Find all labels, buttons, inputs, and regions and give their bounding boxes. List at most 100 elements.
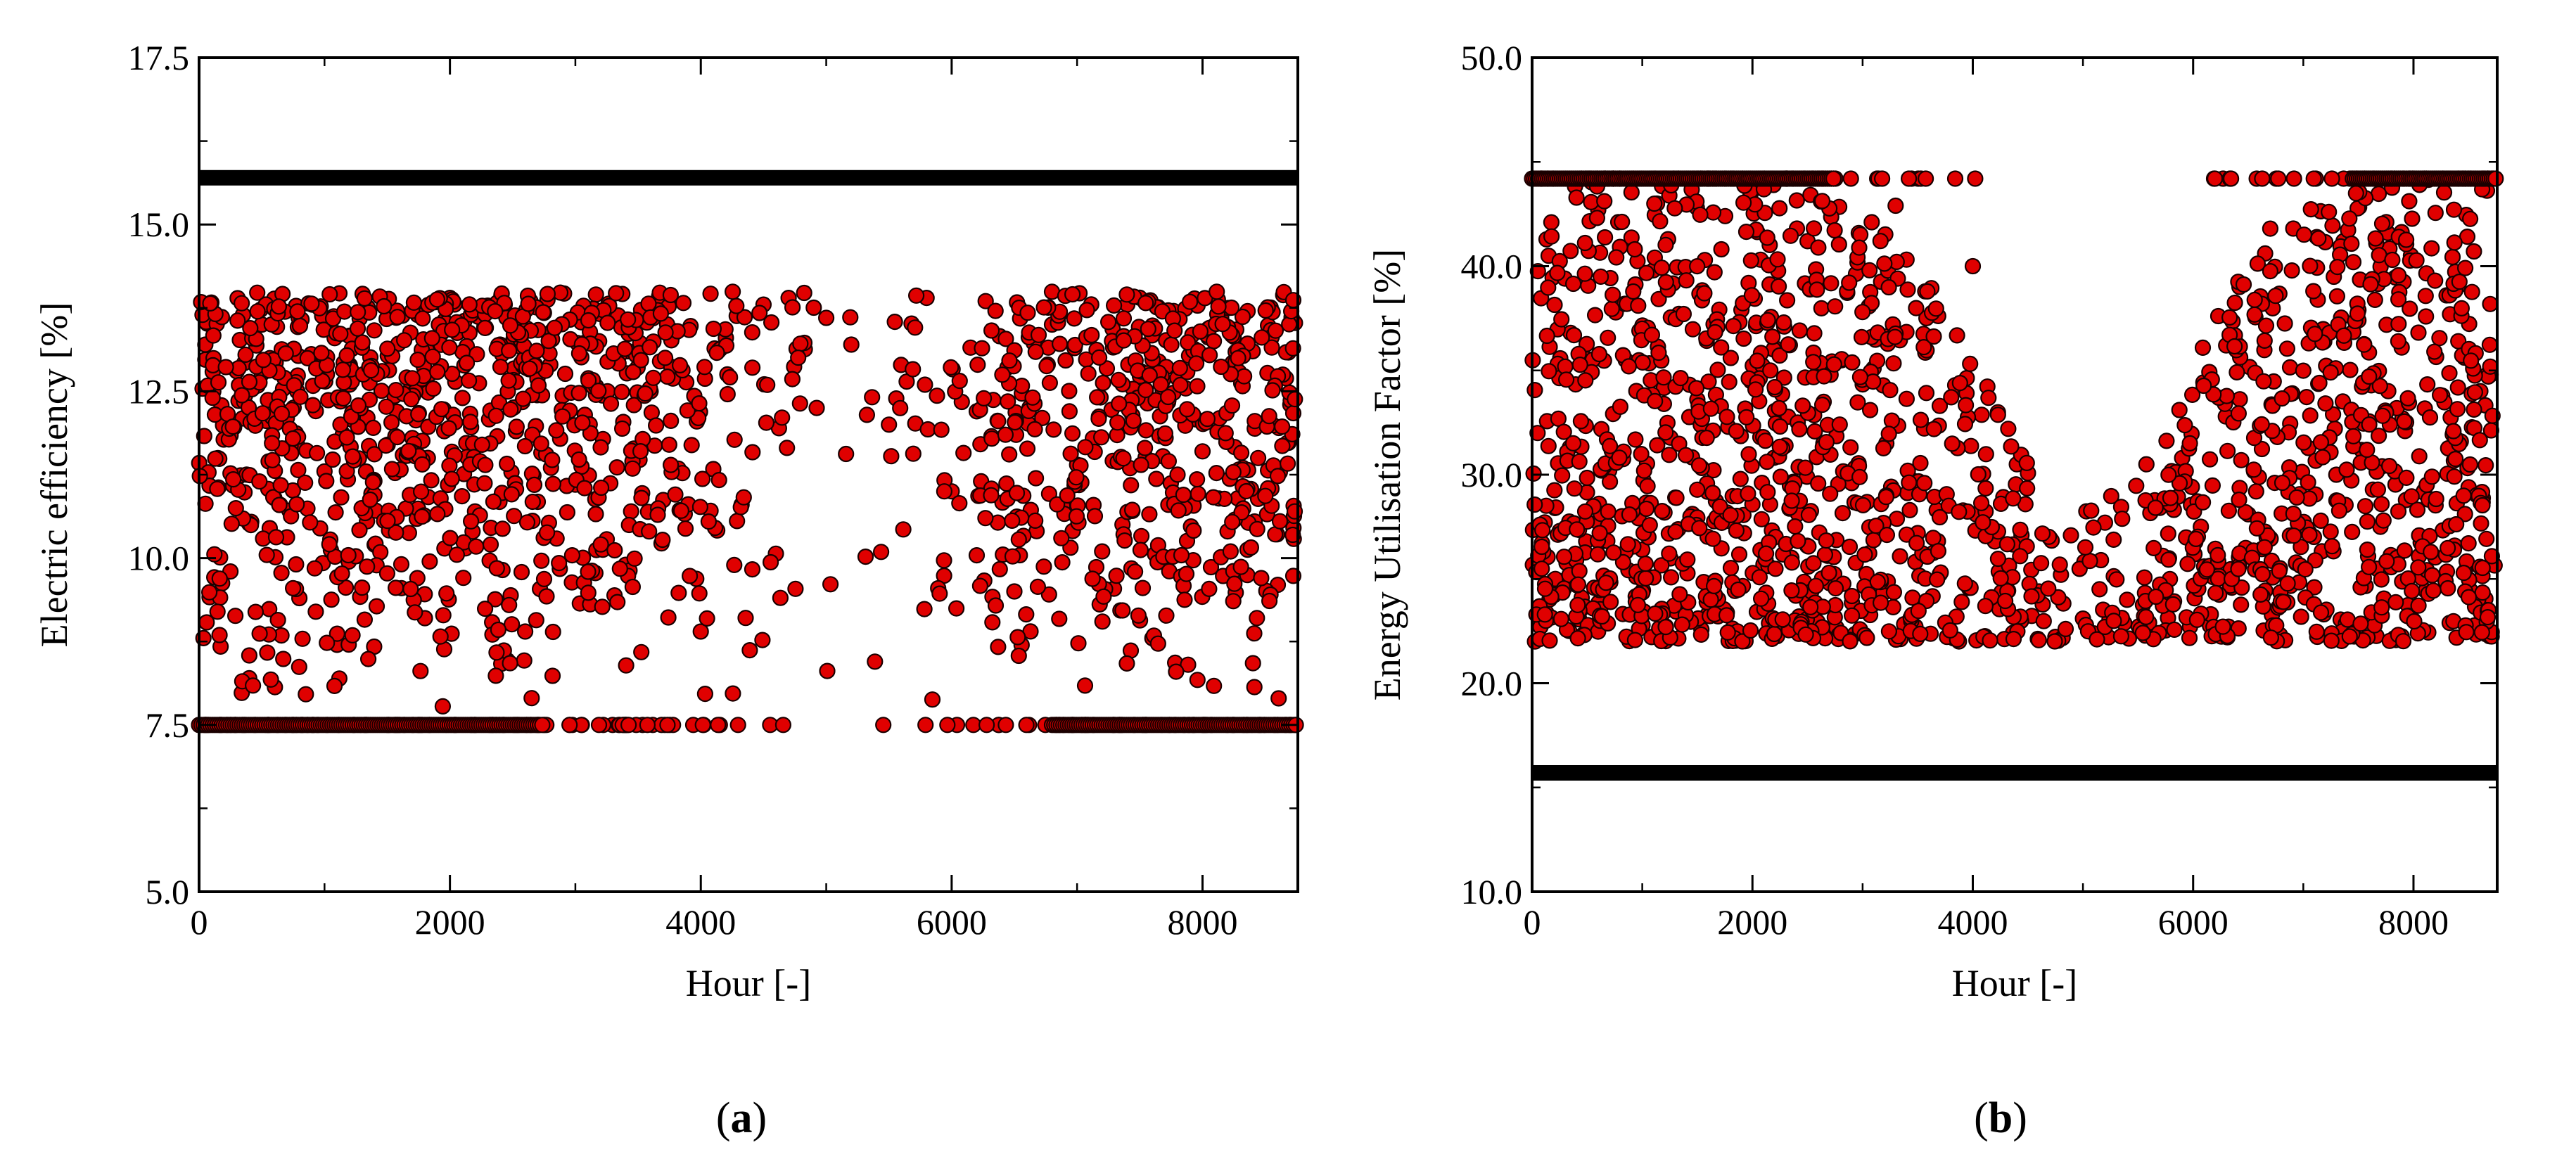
data-point <box>1657 274 1674 290</box>
data-point <box>1858 629 1875 646</box>
data-point <box>2479 608 2497 626</box>
data-point <box>641 523 658 540</box>
data-point <box>209 603 226 620</box>
data-point <box>2246 291 2263 308</box>
data-point <box>2455 564 2472 582</box>
data-point <box>1953 594 1970 610</box>
data-point <box>1929 571 1946 588</box>
data-point <box>356 611 374 628</box>
data-point <box>535 570 553 588</box>
data-point <box>1565 327 1583 344</box>
data-point <box>2359 513 2376 530</box>
data-point <box>241 647 257 664</box>
data-point <box>2329 259 2346 276</box>
data-point <box>2404 210 2421 227</box>
data-point <box>442 530 459 546</box>
data-point <box>2119 591 2136 608</box>
data-point <box>699 610 715 627</box>
data-point <box>2256 332 2273 349</box>
data-point <box>2449 379 2466 396</box>
data-point <box>2474 584 2491 601</box>
data-point <box>1620 358 1638 375</box>
data-point <box>1053 530 1070 546</box>
data-point <box>1267 322 1284 339</box>
data-point <box>1964 257 1982 275</box>
data-point <box>978 717 995 733</box>
data-point <box>1722 350 1739 366</box>
data-point <box>1657 618 1674 636</box>
data-point <box>334 361 351 378</box>
data-point <box>587 286 604 303</box>
data-point <box>1931 508 1949 526</box>
data-point <box>1590 345 1607 363</box>
data-point <box>1540 437 1557 454</box>
data-point <box>1956 416 1974 433</box>
data-point <box>407 604 423 621</box>
data-point <box>1529 263 1546 280</box>
data-point <box>708 345 725 361</box>
data-point <box>224 418 241 435</box>
data-point <box>2302 201 2319 218</box>
data-point <box>2210 546 2226 564</box>
data-point <box>1152 376 1169 393</box>
data-point <box>259 644 276 661</box>
data-point <box>423 330 440 347</box>
data-point <box>1110 371 1127 388</box>
data-point <box>2252 586 2269 603</box>
data-point <box>1132 542 1149 558</box>
data-point <box>1728 423 1745 440</box>
data-point <box>1977 480 1994 497</box>
data-point <box>1261 408 1277 425</box>
data-point <box>1772 468 1789 485</box>
data-point <box>388 381 404 399</box>
data-point <box>1178 401 1196 418</box>
data-point <box>395 332 413 349</box>
y-tick-label: 7.5 <box>146 705 190 745</box>
data-point <box>2179 556 2196 572</box>
data-point <box>2288 489 2305 506</box>
data-point <box>842 309 859 326</box>
data-point <box>1149 635 1166 652</box>
data-point <box>1249 449 1267 466</box>
data-point <box>1713 339 1730 356</box>
data-point <box>725 685 741 702</box>
data-point <box>1758 545 1775 562</box>
data-point <box>1735 194 1752 211</box>
data-point <box>2081 552 2098 570</box>
data-point <box>196 428 212 444</box>
data-point <box>2432 387 2449 404</box>
data-point <box>2136 569 2153 586</box>
data-point <box>455 570 472 587</box>
data-point <box>1057 352 1074 369</box>
data-point <box>613 420 631 437</box>
data-point <box>657 324 674 341</box>
data-point <box>2164 596 2181 613</box>
data-point <box>1232 444 1250 461</box>
data-point <box>1602 473 1619 490</box>
data-point <box>234 387 250 404</box>
data-point <box>2398 469 2415 487</box>
data-point <box>1223 397 1241 414</box>
data-point <box>1671 586 1688 603</box>
data-point <box>548 422 565 439</box>
data-point <box>227 608 244 624</box>
data-point <box>602 395 620 412</box>
data-point <box>1257 302 1274 319</box>
data-point <box>2343 235 2360 252</box>
data-point <box>2295 362 2312 379</box>
data-point <box>2463 283 2480 300</box>
data-point <box>1234 308 1251 326</box>
data-point <box>2378 553 2395 570</box>
data-point <box>692 623 709 640</box>
data-point <box>1552 610 1569 627</box>
data-point <box>227 499 244 517</box>
data-point <box>763 314 780 331</box>
data-point <box>1605 544 1622 561</box>
data-point <box>1600 329 1617 346</box>
data-point <box>1689 258 1706 275</box>
data-point <box>1623 184 1640 201</box>
data-point <box>696 685 714 703</box>
data-point <box>1235 368 1253 385</box>
data-point <box>1822 485 1839 502</box>
data-point <box>1572 413 1589 430</box>
